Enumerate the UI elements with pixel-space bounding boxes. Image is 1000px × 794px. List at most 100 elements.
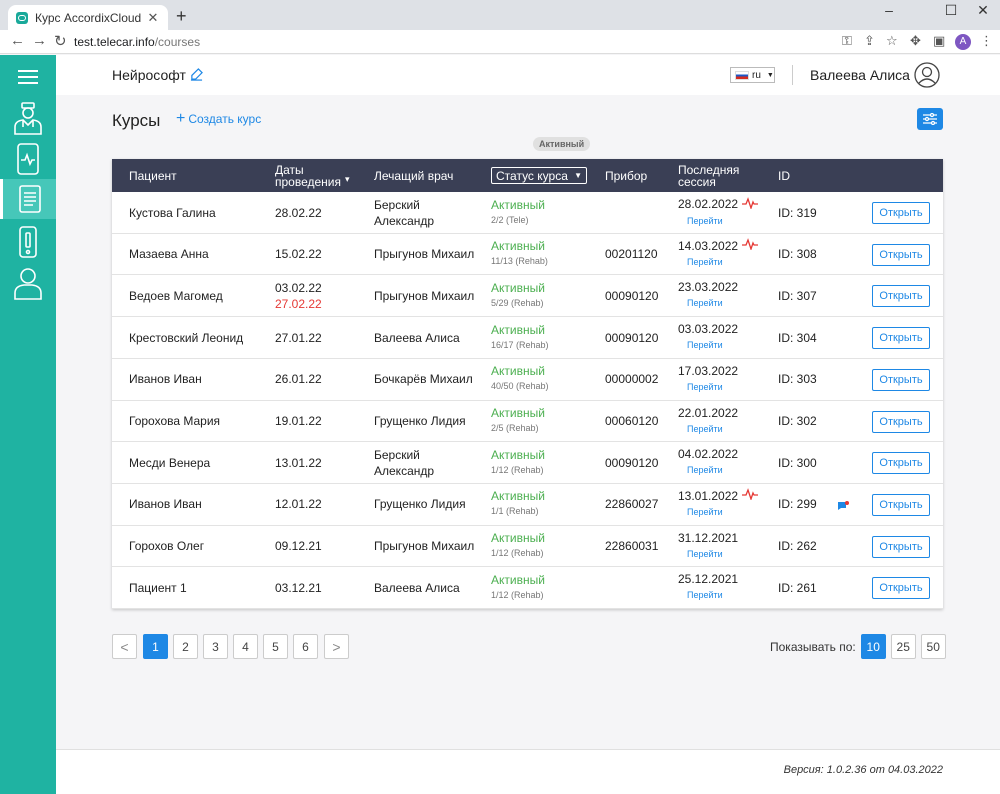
open-course-button[interactable]: Открыть xyxy=(872,202,930,224)
status-label: Активный xyxy=(491,531,545,546)
open-course-button[interactable]: Открыть xyxy=(872,493,930,516)
course-id: ID: 308 xyxy=(778,247,817,262)
course-start-date: 27.01.22 xyxy=(275,330,322,345)
go-to-session-link[interactable]: Перейти xyxy=(687,381,723,392)
browser-tab[interactable]: Курс AccordixCloud ✕ xyxy=(8,5,168,30)
table-row: Крестовский Леонид 27.01.22 Валеева Алис… xyxy=(112,317,943,359)
open-course-button[interactable]: Открыть xyxy=(872,327,930,350)
last-session-date: 03.03.2022 xyxy=(678,322,739,337)
browser-toolbar: ← → ↻ test.telecar.info/courses ⚿ ⇪ ☆ ✥ … xyxy=(0,30,1000,54)
open-course-button[interactable]: Открыть xyxy=(872,285,930,308)
course-dates: 19.01.22 xyxy=(275,401,322,442)
window-maximize-button[interactable]: ☐ xyxy=(944,2,958,18)
per-page-options: 10 25 50 xyxy=(860,634,946,659)
pagination-page-4[interactable]: 4 xyxy=(233,634,258,659)
pagination-page-1[interactable]: 1 xyxy=(143,634,168,659)
patient-name: Месди Венера xyxy=(129,455,211,470)
last-session-date: 25.12.2021 xyxy=(678,572,739,587)
sidebar-item-doctors[interactable] xyxy=(0,98,56,138)
per-page-option-10[interactable]: 10 xyxy=(860,634,886,659)
pagination-page-3[interactable]: 3 xyxy=(203,634,228,659)
forward-arrow-icon[interactable]: → xyxy=(32,32,47,49)
reload-icon[interactable]: ↻ xyxy=(54,33,67,50)
column-header-doctor: Лечащий врач xyxy=(374,168,454,183)
key-icon[interactable]: ⚿ xyxy=(842,33,852,48)
status-filter-dropdown[interactable]: Статус курса ▼ xyxy=(491,167,587,184)
app-header: Нейрософт ru ▼ Валеева Алиса xyxy=(56,55,1000,95)
pagination-page-5[interactable]: 5 xyxy=(263,634,288,659)
course-start-date: 09.12.21 xyxy=(275,539,322,554)
go-to-session-link[interactable]: Перейти xyxy=(687,507,723,518)
go-to-session-link[interactable]: Перейти xyxy=(687,590,723,601)
bookmark-star-icon[interactable]: ☆ xyxy=(886,33,898,48)
status-label: Активный xyxy=(491,280,545,295)
go-to-session-link[interactable]: Перейти xyxy=(687,465,723,476)
address-bar[interactable]: test.telecar.info/courses xyxy=(74,32,834,52)
create-course-button[interactable]: + Создать курс xyxy=(176,111,261,127)
column-header-dates[interactable]: Даты проведения xyxy=(275,159,355,192)
side-panel-icon[interactable]: ▣ xyxy=(933,33,946,48)
go-to-session-link[interactable]: Перейти xyxy=(687,257,723,268)
open-course-button[interactable]: Открыть xyxy=(872,410,930,433)
device-serial: 00000002 xyxy=(605,372,659,387)
sidebar-item-courses[interactable] xyxy=(0,179,56,219)
pagination-page-2[interactable]: 2 xyxy=(173,634,198,659)
russia-flag-icon xyxy=(735,70,749,80)
status-progress: 1/12 (Rehab) xyxy=(491,589,544,600)
window-close-button[interactable]: ✕ xyxy=(977,2,989,18)
language-select[interactable]: ru ▼ xyxy=(730,67,775,83)
sidebar-item-devices[interactable] xyxy=(0,222,56,262)
browser-menu-icon[interactable]: ⋮ xyxy=(980,33,993,48)
last-session-date: 17.03.2022 xyxy=(678,363,739,378)
edit-organization-icon[interactable] xyxy=(190,68,203,86)
status-label: Активный xyxy=(491,447,545,462)
go-to-session-link[interactable]: Перейти xyxy=(687,298,723,309)
back-arrow-icon[interactable]: ← xyxy=(10,32,25,49)
go-to-session-link[interactable]: Перейти xyxy=(687,215,723,226)
browser-profile-avatar[interactable]: A xyxy=(955,34,971,50)
share-icon[interactable]: ⇪ xyxy=(864,33,875,48)
user-avatar-icon[interactable] xyxy=(914,62,940,93)
message-notification-icon[interactable] xyxy=(837,500,849,514)
last-session-date: 14.03.2022 xyxy=(678,238,739,253)
browser-tab-strip: Курс AccordixCloud ✕ + – ☐ ✕ xyxy=(0,0,1000,30)
open-course-button[interactable]: Открыть xyxy=(872,368,930,391)
open-course-button[interactable]: Открыть xyxy=(872,452,930,475)
sidebar-item-monitoring[interactable] xyxy=(0,139,56,179)
table-row: Иванов Иван 12.01.22 Грущенко Лидия Акти… xyxy=(112,484,943,526)
open-course-button[interactable]: Открыть xyxy=(872,243,930,266)
course-status: Активный 2/5 (Rehab) xyxy=(491,401,545,442)
pagination-prev-button[interactable]: < xyxy=(112,634,137,659)
sidebar-item-patients[interactable] xyxy=(0,263,56,303)
status-filter-label: Статус курса xyxy=(496,168,568,183)
active-filter-chip[interactable]: Активный xyxy=(533,137,591,151)
last-session-date: 04.02.2022 xyxy=(678,447,739,462)
current-user-name: Валеева Алиса xyxy=(810,67,910,83)
last-session-date: 22.01.2022 xyxy=(678,405,739,420)
go-to-session-link[interactable]: Перейти xyxy=(687,423,723,434)
window-minimize-button[interactable]: – xyxy=(885,2,893,18)
open-course-button[interactable]: Открыть xyxy=(872,535,930,558)
pagination-page-6[interactable]: 6 xyxy=(293,634,318,659)
filter-settings-button[interactable] xyxy=(917,108,943,130)
go-to-session-link[interactable]: Перейти xyxy=(687,340,723,351)
last-session-date: 31.12.2021 xyxy=(678,530,739,545)
open-course-button[interactable]: Открыть xyxy=(872,577,930,600)
hamburger-menu-icon[interactable] xyxy=(18,70,38,84)
pagination-next-button[interactable]: > xyxy=(324,634,349,659)
patient-name: Крестовский Леонид xyxy=(129,330,244,345)
course-dates: 28.02.22 xyxy=(275,192,322,233)
last-session-date: 28.02.2022 xyxy=(678,197,739,211)
doctor-name: Прыгунов Михаил xyxy=(374,247,475,262)
course-start-date: 03.12.21 xyxy=(275,580,322,595)
new-tab-button[interactable]: + xyxy=(176,6,187,26)
last-session: 22.01.2022 Перейти xyxy=(678,401,738,442)
course-dates: 12.01.22 xyxy=(275,484,322,525)
device-serial: 00090120 xyxy=(605,330,659,345)
per-page-option-50[interactable]: 50 xyxy=(920,634,946,659)
extensions-puzzle-icon[interactable]: ✥ xyxy=(910,33,921,48)
tab-close-icon[interactable]: ✕ xyxy=(147,9,159,25)
per-page-option-25[interactable]: 25 xyxy=(890,634,916,659)
go-to-session-link[interactable]: Перейти xyxy=(687,548,723,559)
